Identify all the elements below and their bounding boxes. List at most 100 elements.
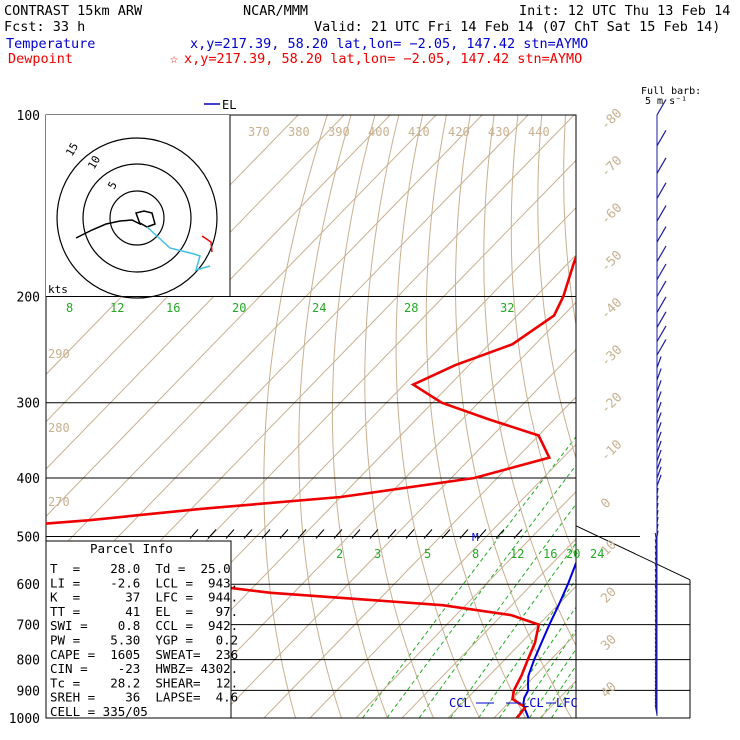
hodograph-trace-surface — [201, 235, 213, 253]
isotherm-label: -50 — [598, 248, 625, 275]
wind-barb-flag — [656, 263, 667, 280]
isotherm-label: -60 — [598, 201, 625, 228]
mixing-ratio-label: 2 — [336, 547, 343, 561]
hatch-mark — [297, 529, 307, 539]
dewpoint-trace — [46, 253, 576, 718]
dry-adiabat-line — [537, 115, 576, 460]
ccl-label: CCL — [449, 696, 471, 710]
m-label: M — [472, 531, 479, 544]
dry-adiabat-line — [732, 115, 740, 731]
dry-adiabat-line — [510, 115, 576, 560]
parcel-info-row: CIN = -23 HWBZ= 4302. — [50, 661, 238, 676]
parcel-info-row: K = 37 LFC = 944. — [50, 590, 238, 605]
isotherm-label: 40 — [598, 679, 620, 701]
hodograph-bg — [46, 115, 230, 296]
isotherm-line — [401, 538, 576, 718]
lfc-label: LFC — [556, 696, 578, 710]
mixing-ratio-label: 8 — [472, 547, 479, 561]
wind-barb-flag — [656, 129, 667, 147]
pressure-label: 200 — [17, 291, 40, 306]
pressure-label: 800 — [17, 654, 40, 669]
hodograph-ring-label: 15 — [63, 141, 81, 159]
hatch-mark — [243, 529, 253, 539]
dry-adiabat-line — [364, 115, 435, 718]
center-title: NCAR/MMM — [243, 3, 308, 19]
hodograph-ring — [56, 137, 218, 299]
wind-barb — [656, 422, 662, 434]
isotherm-line — [217, 348, 576, 718]
wind-barb — [656, 263, 667, 280]
mixing-ratio-label: 5 — [424, 547, 431, 561]
theta-label: 400 — [368, 125, 390, 139]
wind-barb-flag — [656, 412, 662, 424]
wind-barb-flag — [656, 205, 667, 222]
isotherm-line — [355, 490, 576, 718]
isotherm-line — [46, 115, 345, 423]
mixing-ratio-label: 8 — [66, 301, 73, 315]
hodograph-ring — [82, 163, 192, 273]
wind-barb — [656, 391, 662, 403]
wind-barb — [656, 296, 667, 313]
wind-barb-flag — [656, 325, 667, 342]
parcel-info-row: SWI = 0.8 CCL = 942. — [50, 618, 238, 633]
isotherm-label: -80 — [598, 106, 625, 133]
mixing-ratio-label: 16 — [543, 547, 557, 561]
isotherm-label: -10 — [598, 437, 625, 464]
wind-barb-flag — [656, 431, 662, 444]
dry-adiabat-lines — [263, 115, 740, 731]
axis-labels: 1002003004005006007008009001000-80-70-60… — [9, 106, 626, 727]
isotherm-line — [46, 115, 483, 565]
mixing-ratio-label: 24 — [312, 301, 326, 315]
model-title: CONTRAST 15km ARW — [4, 3, 143, 19]
dry-adiabat-line — [709, 115, 740, 731]
pressure-label: 900 — [17, 684, 40, 699]
wind-barb — [656, 339, 667, 356]
wind-barb-flag — [656, 391, 662, 403]
hatch-mark — [207, 529, 217, 539]
wind-barb-flag — [656, 449, 662, 462]
wind-barb — [656, 311, 667, 328]
wind-barb — [656, 325, 667, 342]
theta-label: 410 — [408, 125, 430, 139]
hatch-mark — [261, 529, 271, 539]
wind-barb-flag — [656, 99, 667, 116]
mixing-ratio-line — [498, 606, 576, 718]
wind-barb — [656, 129, 667, 147]
mixing-ratio-label: 28 — [404, 301, 418, 315]
isotherm-line — [46, 115, 529, 612]
theta-label: 380 — [288, 125, 310, 139]
dry-adiabat-line — [263, 115, 328, 718]
dry-adiabat-line — [661, 115, 740, 731]
wind-barb — [656, 401, 662, 414]
full-barb-label: Full barb: — [641, 86, 701, 97]
isotherm-label: 20 — [598, 585, 620, 607]
forecast-hour: Fcst: 33 h — [4, 19, 85, 35]
mixing-ratio-line — [540, 665, 576, 718]
wind-barb — [656, 440, 662, 453]
dewpoint-location: x,y=217.39, 58.20 lat,lon= −2.05, 147.42… — [184, 51, 582, 67]
wind-barb — [656, 157, 667, 174]
isotherm-line — [263, 396, 576, 718]
hatch-mark — [225, 529, 235, 539]
pressure-label: 700 — [17, 619, 40, 634]
mixing-ratio-line — [551, 680, 576, 718]
hatch-mark — [387, 529, 397, 539]
parcel-info-row: CELL = 335/05 — [50, 704, 148, 719]
parcel-info-row: CAPE = 1605 SWEAT= 236 — [50, 647, 238, 662]
hatch-mark — [315, 529, 325, 539]
wind-barb-flag — [656, 380, 662, 392]
temperature-location: x,y=217.39, 58.20 lat,lon= −2.05, 147.42… — [190, 36, 588, 52]
wind-barb — [656, 474, 662, 487]
theta-label: 440 — [528, 125, 550, 139]
theta-label: 370 — [248, 125, 270, 139]
mixing-ratio-line — [449, 542, 576, 718]
isotherm-line — [46, 115, 391, 470]
init-time: Init: 12 UTC Thu 13 Feb 14 — [519, 3, 730, 19]
lcl-label: LCL — [522, 696, 544, 710]
dry-adiabat-line — [395, 115, 481, 718]
isotherm-label: -20 — [598, 390, 625, 417]
isotherm-line — [171, 301, 576, 718]
dry-adiabat-line — [637, 115, 740, 731]
valid-time: Valid: 21 UTC Fri 14 Feb 14 (07 ChT Sat … — [314, 19, 720, 35]
